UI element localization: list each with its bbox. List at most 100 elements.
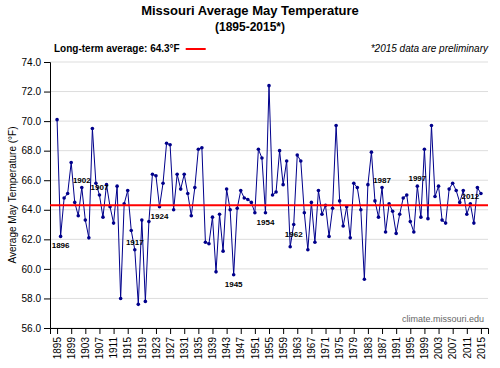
x-tick: 1995 bbox=[405, 328, 416, 359]
x-tick: 1979 bbox=[348, 328, 359, 359]
y-tick: 58.0 bbox=[22, 293, 50, 304]
temperature-point bbox=[401, 196, 405, 200]
year-annotation: 1907 bbox=[91, 183, 109, 192]
temperature-point bbox=[356, 186, 360, 190]
y-tick-mark bbox=[44, 210, 50, 211]
x-tick-label: 1911 bbox=[108, 337, 119, 359]
y-tick-mark bbox=[44, 180, 50, 181]
temperature-point bbox=[137, 303, 141, 307]
temperature-point bbox=[430, 124, 434, 128]
x-tick-mark bbox=[170, 328, 171, 334]
temperature-point bbox=[250, 201, 254, 205]
temperature-point bbox=[313, 240, 317, 244]
x-tick-mark bbox=[410, 328, 411, 334]
temperature-point bbox=[151, 173, 155, 177]
x-axis: 1895189919031907191119151919192319271931… bbox=[51, 328, 489, 359]
x-tick-label: 1999 bbox=[419, 337, 430, 360]
x-tick: 1919 bbox=[137, 328, 148, 359]
x-tick-label: 1995 bbox=[405, 337, 416, 360]
temperature-point bbox=[66, 192, 70, 196]
y-tick-label: 58.0 bbox=[22, 293, 42, 304]
temperature-point bbox=[295, 153, 299, 157]
temperature-point bbox=[278, 149, 282, 153]
temperature-point bbox=[338, 199, 342, 203]
y-tick: 64.0 bbox=[22, 204, 50, 215]
temperature-point bbox=[320, 212, 324, 216]
temperature-point bbox=[80, 186, 84, 190]
temperature-point bbox=[186, 192, 190, 196]
temperature-point bbox=[119, 297, 123, 301]
x-tick-mark bbox=[71, 328, 72, 334]
temperature-point bbox=[306, 248, 310, 252]
grid-line bbox=[50, 62, 488, 63]
temperature-point bbox=[327, 235, 331, 239]
x-tick: 1935 bbox=[193, 328, 204, 359]
temperature-point bbox=[165, 141, 169, 145]
grid-line bbox=[50, 239, 488, 240]
x-tick-label: 1931 bbox=[179, 337, 190, 360]
temperature-point bbox=[189, 214, 193, 218]
x-tick: 1927 bbox=[165, 328, 176, 359]
note: *2015 data are preliminary bbox=[371, 43, 489, 54]
y-tick: 68.0 bbox=[22, 145, 50, 156]
x-tick: 1959 bbox=[278, 328, 289, 359]
temperature-point bbox=[140, 218, 144, 222]
chart: Missouri Average May Temperature(1895-20… bbox=[0, 0, 500, 368]
year-annotation: 1987 bbox=[373, 176, 391, 185]
temperature-point bbox=[112, 221, 116, 225]
x-tick-mark bbox=[57, 328, 58, 334]
temperature-point bbox=[225, 187, 229, 191]
x-tick: 1991 bbox=[391, 328, 402, 359]
temperature-point bbox=[370, 150, 374, 154]
temperature-point bbox=[363, 277, 367, 281]
temperature-point bbox=[451, 181, 455, 185]
x-tick-label: 2015 bbox=[476, 337, 487, 360]
x-tick-mark bbox=[184, 328, 185, 334]
x-tick-label: 1935 bbox=[193, 337, 204, 360]
temperature-point bbox=[303, 211, 307, 215]
x-tick: 1911 bbox=[108, 328, 119, 359]
x-tick: 1975 bbox=[334, 328, 345, 359]
x-tick: 1899 bbox=[66, 328, 77, 359]
grid-line bbox=[50, 268, 488, 269]
x-tick-label: 1967 bbox=[306, 337, 317, 360]
temperature-point bbox=[73, 201, 77, 205]
temperature-point bbox=[433, 195, 437, 199]
temperature-point bbox=[257, 147, 261, 151]
temperature-point bbox=[348, 236, 352, 240]
watermark: climate.missouri.edu bbox=[402, 314, 484, 324]
x-tick: 1951 bbox=[250, 328, 261, 359]
x-tick-label: 2003 bbox=[433, 337, 444, 360]
x-tick-mark bbox=[297, 328, 298, 334]
temperature-point bbox=[447, 187, 451, 191]
temperature-point bbox=[299, 159, 303, 163]
grid-line bbox=[50, 209, 488, 210]
y-tick-label: 62.0 bbox=[22, 234, 42, 245]
y-tick-label: 70.0 bbox=[22, 116, 42, 127]
x-tick-label: 1947 bbox=[235, 337, 246, 360]
x-tick-mark bbox=[453, 328, 454, 334]
x-tick-label: 1943 bbox=[221, 337, 232, 360]
y-tick-mark bbox=[44, 151, 50, 152]
temperature-point bbox=[115, 184, 119, 188]
temperature-point bbox=[204, 240, 208, 244]
x-tick-mark bbox=[382, 328, 383, 334]
temperature-point bbox=[239, 189, 243, 193]
x-tick-label: 1959 bbox=[278, 337, 289, 360]
temperature-point bbox=[232, 273, 236, 277]
temperature-point bbox=[394, 232, 398, 236]
temperature-point bbox=[168, 143, 172, 147]
x-tick-label: 1971 bbox=[320, 337, 331, 360]
y-tick-label: 64.0 bbox=[22, 204, 42, 215]
y-tick: 70.0 bbox=[22, 116, 50, 127]
x-tick-mark bbox=[368, 328, 369, 334]
temperature-point bbox=[228, 208, 232, 212]
year-annotation: 1997 bbox=[408, 174, 426, 183]
temperature-point bbox=[260, 156, 264, 160]
x-tick-mark bbox=[156, 328, 157, 334]
x-tick-mark bbox=[255, 328, 256, 334]
y-tick-label: 56.0 bbox=[22, 323, 42, 334]
x-tick-mark bbox=[99, 328, 100, 334]
x-tick-label: 1983 bbox=[363, 337, 374, 360]
x-tick-mark bbox=[481, 328, 482, 334]
